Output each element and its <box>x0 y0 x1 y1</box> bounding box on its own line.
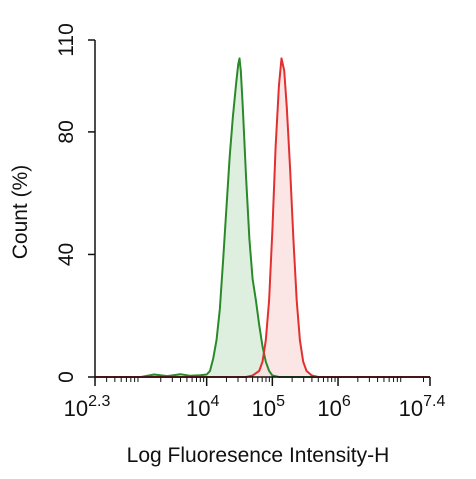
x-tick-exponent: 5 <box>276 393 285 410</box>
x-tick-exponent: 7.4 <box>423 393 445 410</box>
x-tick-exponent: 2.3 <box>88 393 110 410</box>
x-tick-label: 104 <box>186 393 219 421</box>
series-1-line <box>95 57 430 378</box>
x-tick-base: 10 <box>64 396 88 421</box>
series-2-line <box>95 57 430 378</box>
x-tick-label: 106 <box>317 393 350 421</box>
x-tick-exponent: 6 <box>342 393 351 410</box>
y-tick-label: 40 <box>55 243 78 266</box>
plot-area <box>95 57 430 378</box>
y-tick-label: 80 <box>55 120 78 143</box>
x-tick-label: 105 <box>252 393 285 421</box>
x-tick-base: 10 <box>317 396 341 421</box>
x-tick-base: 10 <box>399 396 423 421</box>
y-axis-title: Count (%) <box>9 165 32 260</box>
x-tick-label: 102.3 <box>64 393 111 421</box>
x-tick-label: 107.4 <box>399 393 446 421</box>
y-tick-label: 110 <box>55 23 78 56</box>
y-tick-label: 0 <box>55 371 78 383</box>
x-tick-exponent: 4 <box>210 393 219 410</box>
x-tick-base: 10 <box>186 396 210 421</box>
x-tick-base: 10 <box>252 396 276 421</box>
series-2-fill <box>95 58 430 378</box>
series-1-fill <box>95 58 430 378</box>
x-axis-title: Log Fluoresence Intensity-H <box>127 444 390 467</box>
